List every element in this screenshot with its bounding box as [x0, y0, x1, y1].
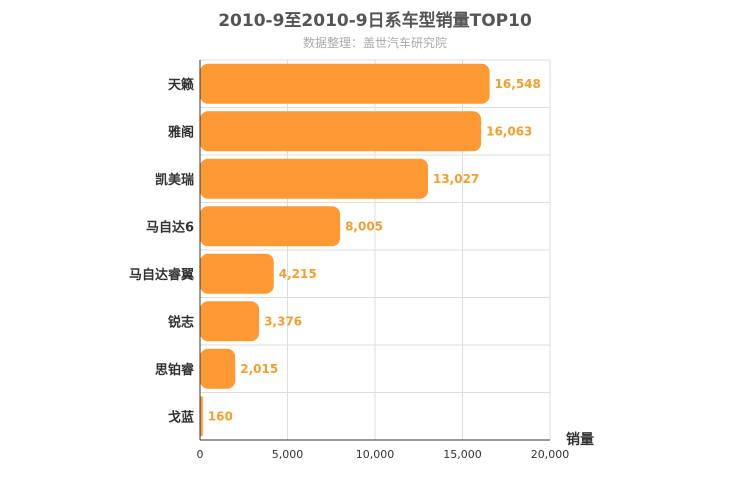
- x-tick-label-3: 15,000: [443, 448, 482, 461]
- category-label-3: 马自达6: [146, 219, 194, 235]
- x-tick-label-1: 5,000: [272, 448, 304, 461]
- chart-subtitle: 数据整理：盖世汽车研究院: [302, 36, 447, 50]
- value-label-2: 13,027: [433, 172, 479, 186]
- value-label-1: 16,063: [486, 124, 532, 138]
- bar-3: [200, 206, 341, 247]
- x-tick-labels: 0 5,000 10,000 15,000 20,000: [197, 448, 570, 461]
- category-label-6: 思铂睿: [155, 362, 195, 378]
- x-tick-label-2: 10,000: [356, 448, 395, 461]
- bars: [200, 63, 490, 437]
- bar-4: [200, 253, 274, 294]
- bar-5: [200, 301, 260, 342]
- x-axis-title: 销量: [566, 431, 594, 448]
- bar-2: [200, 158, 428, 199]
- value-label-0: 16,548: [495, 77, 541, 91]
- category-label-2: 凯美瑞: [155, 172, 194, 188]
- category-label-0: 天籁: [168, 77, 194, 93]
- bar-1: [200, 111, 482, 152]
- bar-0: [200, 63, 490, 104]
- value-labels: 16,548 16,063 13,027 8,005 4,215 3,376 2,015 16…: [208, 77, 541, 424]
- value-label-6: 2,015: [240, 362, 278, 376]
- category-label-4: 马自达睿翼: [129, 267, 194, 283]
- value-label-3: 8,005: [345, 219, 383, 233]
- x-tick-label-4: 20,000: [531, 448, 570, 461]
- category-label-5: 锐志: [168, 314, 194, 330]
- x-tick-label-0: 0: [197, 448, 204, 461]
- category-label-1: 雅阁: [168, 124, 194, 140]
- value-label-4: 4,215: [279, 267, 317, 281]
- bar-7: [200, 396, 203, 437]
- value-label-7: 160: [208, 409, 233, 423]
- value-label-5: 3,376: [264, 314, 302, 328]
- bar-6: [200, 348, 236, 389]
- category-label-7: 戈蓝: [168, 409, 194, 425]
- chart-title: 2010-9至2010-9日系车型销量TOP10: [218, 11, 532, 31]
